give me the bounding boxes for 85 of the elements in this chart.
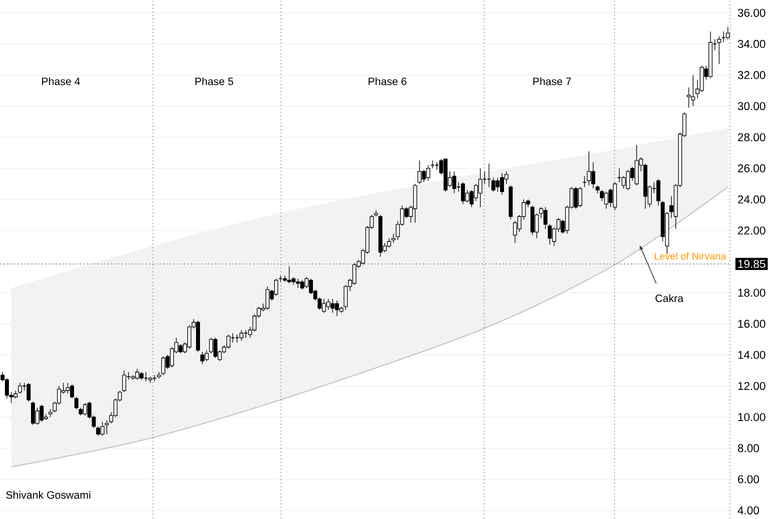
candlestick — [104, 420, 109, 435]
y-tick-label: 26.00 — [738, 164, 766, 172]
candlestick — [96, 426, 100, 436]
annotation: Phase 5 — [195, 77, 234, 86]
y-tick-label: 12.00 — [738, 382, 766, 390]
candlestick — [296, 278, 300, 288]
annotation: Phase 7 — [533, 77, 571, 86]
candlestick — [634, 144, 639, 186]
line-series — [10, 186, 728, 468]
y-tick-label: 19.85 — [738, 260, 766, 268]
candlestick — [717, 36, 722, 65]
y-tick-label: 18.00 — [738, 288, 766, 297]
ref-line-label: Level of Nirvana — [654, 252, 726, 260]
candlestick — [582, 176, 587, 188]
y-tick-label: 8.00 — [738, 444, 759, 452]
candlestick — [122, 370, 126, 393]
candlestick — [387, 238, 392, 248]
candlestick — [700, 65, 704, 93]
candlestick — [478, 168, 482, 208]
candlestick — [274, 278, 278, 296]
candlestick — [40, 404, 44, 422]
y-tick-label: 14.00 — [738, 350, 766, 359]
candlestick — [300, 280, 304, 290]
candlestick — [426, 164, 430, 182]
candlestick — [691, 74, 696, 107]
candlestick — [213, 338, 218, 358]
candlestick — [491, 177, 496, 192]
candlestick — [726, 26, 730, 40]
annotation: Phase 4 — [42, 77, 80, 86]
y-tick-label: 34.00 — [738, 40, 766, 48]
candlestick — [200, 352, 204, 365]
candlestick — [430, 160, 435, 169]
y-tick-label: 6.00 — [738, 475, 759, 484]
candlestick — [612, 182, 617, 211]
candlestick — [83, 402, 88, 416]
y-tick-label: 32.00 — [738, 71, 766, 80]
y-tick-label: 16.00 — [738, 320, 766, 328]
candlestick — [422, 170, 426, 183]
candlestick — [74, 396, 78, 410]
candlestick — [543, 206, 548, 230]
annotation: Cakra — [656, 294, 684, 302]
candlestick — [486, 163, 492, 188]
candlestick — [721, 31, 726, 43]
candlestick — [330, 298, 335, 314]
annotation: Shivank Goswami — [6, 491, 90, 499]
candlestick — [187, 325, 192, 350]
candlestick — [600, 190, 604, 202]
candlestick — [287, 266, 292, 284]
candlestick — [209, 338, 214, 354]
candlestick — [66, 382, 70, 394]
annotation: Phase 6 — [368, 77, 406, 86]
candlestick — [548, 224, 552, 245]
candlestick — [178, 344, 183, 354]
y-tick-label: 36.00 — [738, 8, 766, 17]
candlestick — [161, 356, 166, 376]
candlestick — [326, 298, 330, 310]
candlestick — [100, 422, 104, 436]
candlestick — [413, 184, 418, 224]
candlestick — [18, 382, 22, 394]
y-tick-label: 10.00 — [738, 413, 766, 422]
candlestick — [578, 186, 582, 208]
candlestick — [391, 233, 396, 244]
candlestick — [617, 168, 622, 183]
candlestick — [574, 186, 578, 210]
candlestick — [586, 150, 591, 186]
y-tick-label: 4.00 — [738, 506, 759, 514]
candlestick — [278, 275, 283, 282]
y-tick-label: 24.00 — [738, 196, 766, 204]
candlestick — [156, 372, 161, 379]
candlestick — [686, 87, 691, 108]
candlestick — [144, 372, 148, 382]
candlestick — [496, 177, 500, 192]
y-tick-label: 30.00 — [738, 102, 766, 110]
candlestick — [26, 382, 31, 402]
candlestick — [152, 374, 157, 382]
candlestick — [4, 378, 9, 399]
candlestick — [656, 178, 660, 206]
candlestick — [204, 350, 209, 362]
candlestick — [135, 368, 140, 380]
candlestick — [591, 162, 596, 189]
candlestick — [352, 262, 356, 286]
candlestick — [239, 330, 244, 342]
y-tick-label: 22.00 — [738, 226, 766, 235]
candlestick — [226, 334, 230, 350]
y-tick-label: 28.00 — [738, 133, 766, 142]
